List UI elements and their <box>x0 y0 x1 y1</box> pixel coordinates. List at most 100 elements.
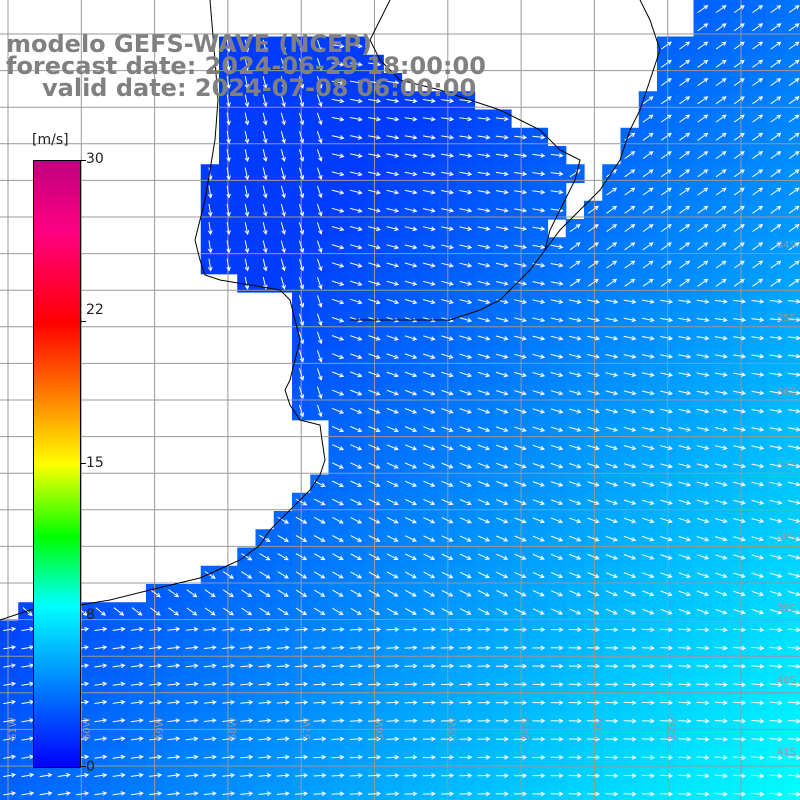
wind-arrow-head <box>210 592 216 598</box>
wind-arrow <box>733 756 746 759</box>
wind-arrow-head <box>375 537 381 542</box>
wind-arrow <box>368 244 381 249</box>
wind-arrow <box>295 646 308 649</box>
wind-arrow-head <box>650 645 655 651</box>
wind-arrow-head <box>558 262 564 268</box>
wind-arrow-head <box>740 151 745 156</box>
wind-arrow <box>386 298 399 304</box>
wind-arrow <box>316 94 322 107</box>
wind-arrow-head <box>759 718 765 724</box>
wind-arrow-head <box>412 299 418 305</box>
wind-arrow-head <box>412 736 418 742</box>
wind-arrow <box>642 554 654 560</box>
wind-arrow-head <box>430 263 436 268</box>
wind-arrow <box>368 647 381 649</box>
wind-arrow <box>788 260 800 269</box>
wind-arrow-head <box>685 205 691 211</box>
wind-arrow-head <box>704 610 710 615</box>
wind-arrow-head <box>412 208 418 213</box>
wind-arrow <box>532 408 545 413</box>
wind-arrow <box>624 205 635 214</box>
wind-arrow-head <box>503 208 509 213</box>
wind-arrow-head <box>595 718 601 724</box>
wind-arrow-head <box>521 500 527 506</box>
wind-arrow <box>459 444 472 450</box>
wind-arrow <box>203 719 216 722</box>
wind-arrow <box>715 205 727 214</box>
wind-arrow-head <box>375 592 381 597</box>
wind-arrow-head <box>794 96 800 101</box>
wind-arrow <box>532 172 545 175</box>
wind-arrow <box>226 167 230 180</box>
wind-arrow-head <box>631 610 637 615</box>
wind-arrow <box>514 208 527 212</box>
wind-arrow-head <box>485 773 491 778</box>
wind-arrow-head <box>430 281 436 286</box>
wind-arrow <box>404 647 417 649</box>
wind-arrow <box>404 738 417 740</box>
wind-arrow-head <box>394 754 400 760</box>
wind-arrow-head <box>740 445 747 450</box>
wind-arrow <box>368 793 381 795</box>
wind-arrow <box>368 280 381 286</box>
wind-arrow-head <box>758 59 764 65</box>
wind-arrow <box>787 427 800 431</box>
wind-arrow-head <box>540 682 546 687</box>
wind-arrow <box>532 444 545 450</box>
wind-arrow <box>751 719 764 722</box>
wind-arrow <box>678 590 691 596</box>
wind-arrow-head <box>721 114 727 120</box>
wind-arrow-head <box>318 65 323 71</box>
wind-arrow <box>696 647 709 649</box>
wind-arrow-head <box>650 791 655 797</box>
wind-arrow-head <box>503 390 509 396</box>
wind-arrow <box>697 114 708 123</box>
wind-arrow-head <box>321 754 327 760</box>
wind-arrow <box>368 262 381 267</box>
wind-arrow <box>259 553 271 561</box>
wind-arrow <box>3 755 16 759</box>
wind-arrow <box>441 299 454 304</box>
wind-arrow <box>514 226 527 230</box>
wind-arrow-head <box>522 226 528 231</box>
wind-arrow <box>697 151 708 160</box>
wind-arrow <box>623 481 636 486</box>
wind-arrow-head <box>466 555 472 560</box>
wind-arrow <box>441 190 454 194</box>
wind-arrow <box>714 463 727 468</box>
wind-arrow-head <box>376 645 382 651</box>
wind-arrow <box>386 517 399 524</box>
wind-arrow <box>422 317 435 322</box>
wind-arrow-head <box>157 736 163 742</box>
wind-arrow-head <box>285 663 290 669</box>
wind-arrow-head <box>430 208 436 213</box>
wind-arrow-head <box>558 244 564 250</box>
wind-arrow <box>404 226 417 231</box>
wind-arrow-head <box>594 390 600 396</box>
wind-arrow-head <box>375 427 381 433</box>
wind-arrow-head <box>704 335 710 341</box>
wind-arrow <box>295 553 307 561</box>
wind-arrow-head <box>248 663 254 669</box>
wind-cell <box>273 784 293 800</box>
wind-arrow-head <box>247 610 253 616</box>
wind-arrow-head <box>722 791 728 797</box>
wind-arrow-head <box>193 736 199 742</box>
wind-arrow-head <box>376 153 382 158</box>
wind-arrow-head <box>722 627 728 633</box>
wind-arrow-head <box>449 189 455 195</box>
wind-arrow <box>606 205 617 214</box>
wind-arrow-head <box>667 427 673 432</box>
wind-arrow-head <box>522 681 528 687</box>
wind-arrow-head <box>759 445 765 450</box>
wind-arrow <box>605 354 618 358</box>
wind-arrow <box>660 572 672 578</box>
wind-arrow-head <box>299 193 305 199</box>
wind-arrow <box>404 683 417 686</box>
wind-arrow-head <box>630 224 636 229</box>
wind-arrow <box>368 738 381 740</box>
wind-arrow-head <box>576 445 582 451</box>
wind-arrow-head <box>339 663 345 669</box>
wind-arrow <box>770 96 781 105</box>
